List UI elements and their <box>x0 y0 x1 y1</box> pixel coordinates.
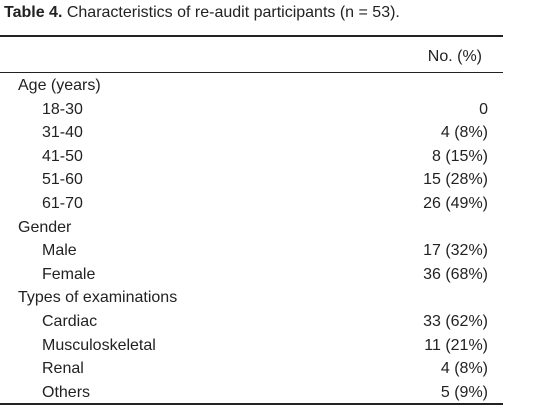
row-label: 61-70 <box>42 195 83 212</box>
row-value: 36 (68%) <box>423 265 488 283</box>
row-label: 41-50 <box>42 147 83 165</box>
row-value: 33 (62%) <box>423 313 488 330</box>
row-label: Musculoskeletal <box>42 336 156 354</box>
row-value: 15 (28%) <box>423 171 488 189</box>
row-label: Female <box>42 265 96 283</box>
bottom-rule <box>0 403 503 405</box>
row-label: 31-40 <box>42 124 83 142</box>
row-value: 17 (32%) <box>423 242 488 260</box>
row-value: 4 (8%) <box>440 124 488 142</box>
row-label: 18-30 <box>42 100 83 118</box>
section-name: Age (years) <box>18 77 101 94</box>
section-name: Gender <box>18 218 72 236</box>
header-rule <box>0 72 503 73</box>
row-label: Male <box>42 242 77 260</box>
row-value: 11 (21%) <box>424 336 488 354</box>
section-name: Types of examinations <box>18 289 178 307</box>
column-header: No. (%) <box>427 48 482 65</box>
row-label: 51-60 <box>42 171 83 189</box>
row-label: Renal <box>42 360 84 378</box>
row-label: Others <box>42 383 91 401</box>
table-caption: Table 4. Characteristics of re-audit par… <box>4 4 400 22</box>
row-value: 5 (9%) <box>440 383 488 401</box>
row-value: 26 (49%) <box>423 195 488 212</box>
row-value: 0 <box>479 100 488 118</box>
caption-label: Table 4. <box>4 4 63 21</box>
row-label: Cardiac <box>42 313 98 330</box>
row-value: 8 (15%) <box>431 147 488 165</box>
row-value: 4 (8%) <box>440 360 488 378</box>
caption-text: Characteristics of re-audit participants… <box>66 4 400 21</box>
top-rule <box>0 35 503 37</box>
